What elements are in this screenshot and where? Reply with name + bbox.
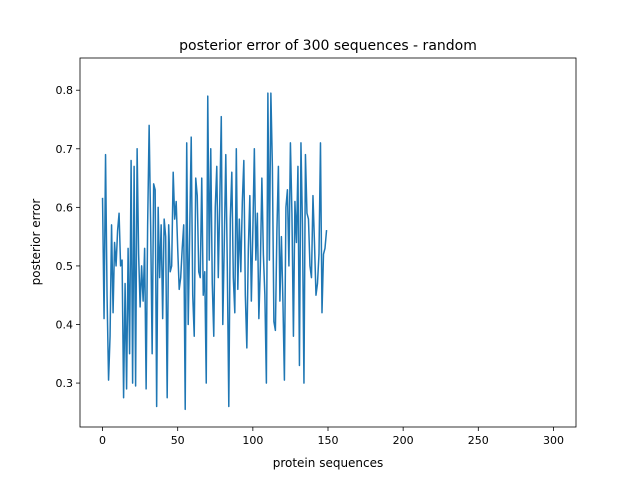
x-tick-label: 200 [393,434,414,447]
y-tick-label: 0.6 [56,201,74,214]
chart-title: posterior error of 300 sequences - rando… [179,38,477,54]
series-line [101,92,328,411]
y-tick-label: 0.7 [56,143,74,156]
y-axis-label: posterior error [29,199,43,286]
y-tick-label: 0.8 [56,84,74,97]
x-tick-label: 100 [242,434,263,447]
x-axis-ticks: 0 50 100 150 200 250 300 [99,427,564,447]
x-tick-label: 0 [99,434,106,447]
y-tick-label: 0.5 [56,260,74,273]
x-tick-label: 300 [543,434,564,447]
plot-frame [79,57,577,428]
y-tick-label: 0.4 [56,319,74,332]
y-axis-ticks: 0.3 0.4 0.5 0.6 0.7 0.8 [56,84,80,390]
x-tick-label: 50 [171,434,185,447]
x-tick-label: 150 [318,434,339,447]
x-tick-label: 250 [468,434,489,447]
x-axis-label: protein sequences [273,456,384,470]
y-tick-label: 0.3 [56,377,74,390]
